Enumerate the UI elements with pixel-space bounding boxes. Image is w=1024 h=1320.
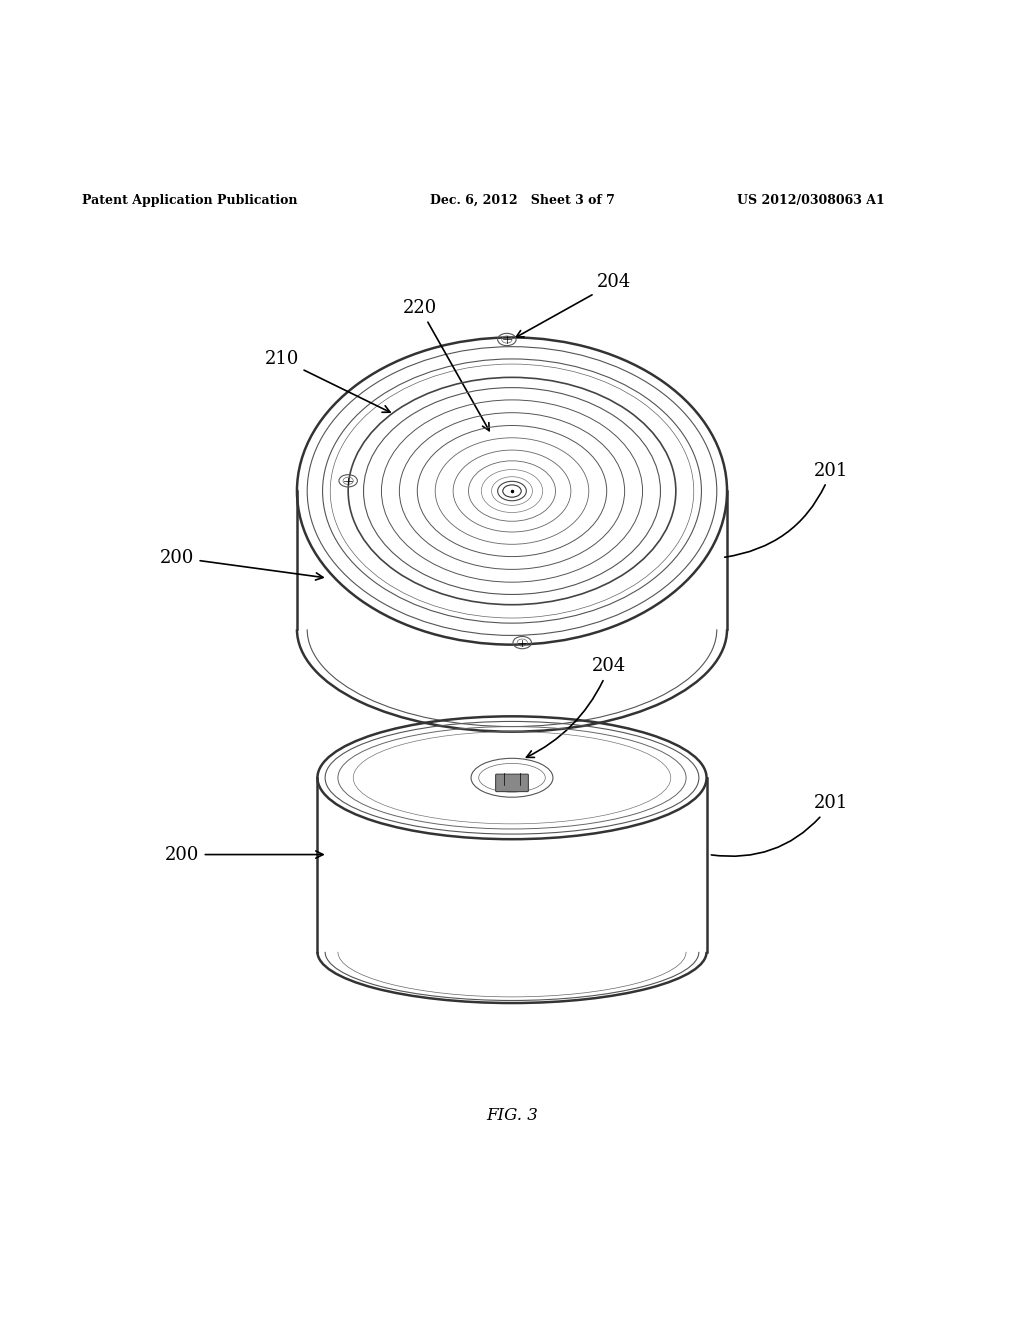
Text: 201: 201 — [725, 462, 849, 557]
Text: US 2012/0308063 A1: US 2012/0308063 A1 — [737, 194, 885, 207]
Text: FIG. 3: FIG. 3 — [486, 1107, 538, 1125]
Text: 204: 204 — [516, 273, 632, 337]
Text: 201: 201 — [712, 795, 849, 857]
Text: Patent Application Publication: Patent Application Publication — [82, 194, 297, 207]
Text: Dec. 6, 2012   Sheet 3 of 7: Dec. 6, 2012 Sheet 3 of 7 — [430, 194, 615, 207]
Text: 204: 204 — [526, 657, 627, 758]
Text: 200: 200 — [165, 846, 323, 863]
Text: 200: 200 — [160, 549, 324, 579]
Text: 210: 210 — [264, 350, 390, 412]
Text: 220: 220 — [402, 298, 489, 430]
FancyBboxPatch shape — [496, 774, 528, 792]
